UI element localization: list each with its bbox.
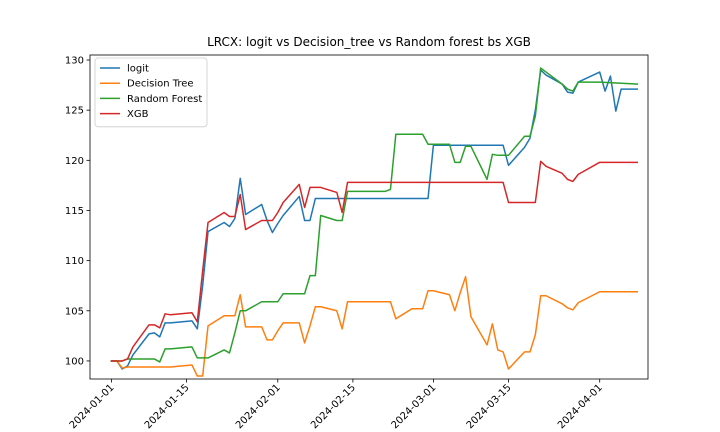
legend-label-decision-tree: Decision Tree	[127, 79, 194, 90]
series-line-logit	[110, 69, 639, 370]
series-line-xgb	[110, 160, 639, 362]
series-line-random-forest	[110, 67, 639, 363]
y-tick-label: 130	[65, 56, 84, 67]
y-tick-label: 125	[65, 106, 84, 117]
legend-label-xgb: XGB	[127, 109, 149, 120]
y-tick-label: 105	[65, 306, 84, 317]
series-line-decision-tree	[110, 275, 639, 377]
legend-label-random-forest: Random Forest	[127, 94, 202, 105]
legend-label-logit: logit	[127, 64, 149, 75]
legend: logit Decision Tree Random Forest XGB	[94, 57, 208, 128]
axes-frame	[89, 54, 649, 380]
y-tick-label: 120	[65, 156, 84, 167]
y-tick-label: 115	[65, 206, 84, 217]
chart-title: LRCX: logit vs Decision_tree vs Random f…	[207, 35, 531, 49]
legend-box	[94, 57, 208, 128]
y-tick-label: 110	[65, 256, 84, 267]
y-tick-label: 100	[65, 356, 84, 367]
